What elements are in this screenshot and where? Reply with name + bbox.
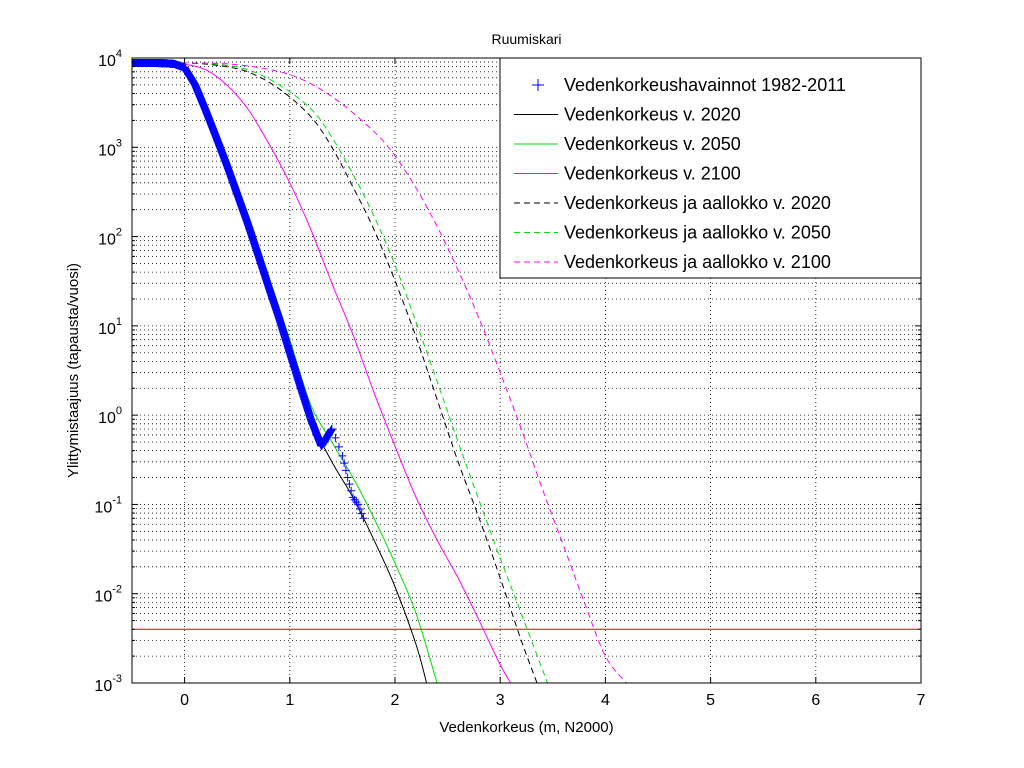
legend-label: Vedenkorkeushavainnot 1982-2011 (564, 75, 846, 95)
observation-marker (331, 433, 340, 442)
observation-marker (345, 480, 354, 489)
x-axis-label: Vedenkorkeus (m, N2000) (439, 719, 613, 736)
chart-title: Ruumiskari (491, 31, 561, 47)
x-tick-label: 0 (180, 692, 189, 709)
x-tick-label: 3 (496, 692, 505, 709)
series-line-3 (132, 62, 512, 683)
x-tick-label: 4 (601, 692, 610, 709)
y-tick-labels: 104 103 102 101 100 10-1 10-2 10-3 (94, 48, 122, 695)
y-tick-label: 102 (98, 227, 122, 249)
legend-label: Vedenkorkeus ja aallokko v. 2100 (564, 252, 831, 272)
x-tick-label: 7 (917, 692, 926, 709)
series-line-6 (132, 62, 627, 683)
y-tick-label: 10-2 (94, 584, 122, 606)
observation-marker (347, 486, 356, 495)
legend-label: Vedenkorkeus v. 2100 (564, 164, 741, 184)
x-tick-labels: 0 1 2 3 4 5 6 7 (180, 692, 925, 709)
legend: Vedenkorkeushavainnot 1982-2011 Vedenkork… (499, 57, 922, 279)
y-tick-label: 10-1 (94, 494, 122, 516)
x-tick-label: 5 (706, 692, 715, 709)
observation-marker (327, 424, 336, 433)
series-layer (132, 58, 627, 683)
observation-marker (340, 459, 349, 468)
observation-marker (355, 505, 364, 514)
observation-marker (354, 500, 363, 509)
legend-label: Vedenkorkeus v. 2050 (564, 134, 741, 154)
observation-marker (341, 466, 350, 475)
observation-marker (334, 442, 343, 451)
observation-markers (132, 58, 368, 523)
y-tick-label: 103 (98, 137, 122, 159)
y-tick-label: 100 (98, 405, 122, 427)
x-tick-label: 1 (285, 692, 294, 709)
y-tick-label: 101 (98, 316, 122, 338)
legend-box (499, 57, 922, 279)
x-tick-label: 6 (811, 692, 820, 709)
observation-marker (338, 451, 347, 460)
x-tick-label: 2 (391, 692, 400, 709)
observation-marker (359, 514, 368, 523)
observation-marker (343, 473, 352, 482)
y-tick-label: 104 (98, 48, 122, 70)
series-line-4 (132, 62, 538, 683)
observation-marker (357, 509, 366, 518)
y-axis-label: Ylittymistaajuus (tapausta/vuosi) (65, 263, 82, 478)
legend-label: Vedenkorkeus ja aallokko v. 2020 (564, 193, 831, 213)
y-tick-label: 10-3 (94, 673, 122, 695)
legend-marker (532, 79, 544, 91)
series-line-5 (132, 62, 549, 683)
legend-label: Vedenkorkeus ja aallokko v. 2050 (564, 223, 831, 243)
legend-label: Vedenkorkeus v. 2020 (564, 105, 741, 125)
